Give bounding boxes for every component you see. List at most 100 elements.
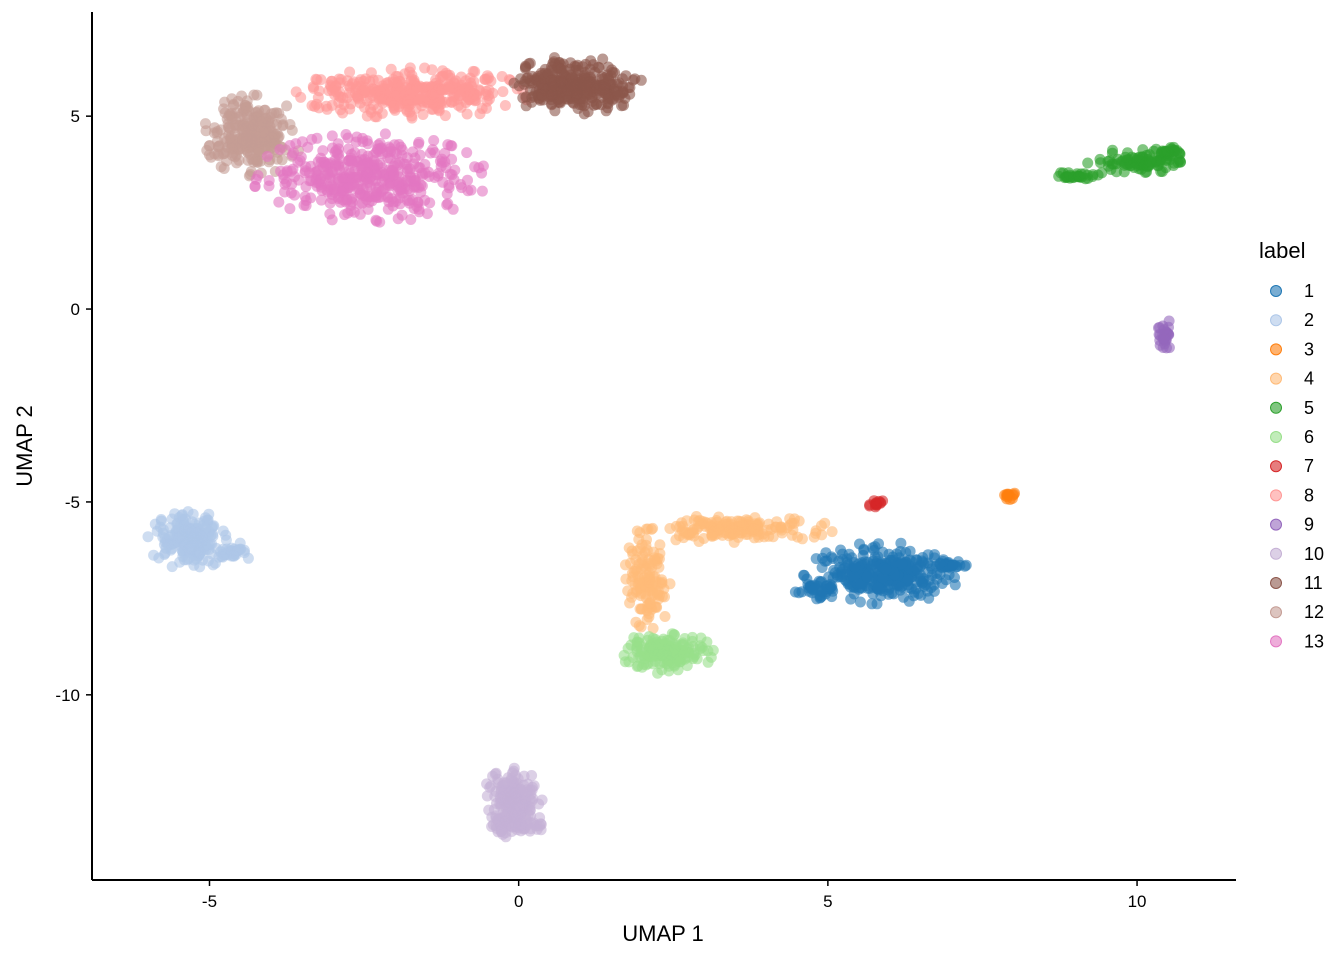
data-point bbox=[405, 214, 417, 225]
data-point bbox=[623, 542, 635, 554]
data-point bbox=[523, 58, 535, 70]
data-point bbox=[631, 646, 643, 658]
data-point bbox=[330, 86, 342, 98]
data-point bbox=[602, 93, 614, 105]
data-point bbox=[1107, 144, 1118, 156]
data-point bbox=[436, 70, 448, 82]
data-point bbox=[433, 83, 445, 95]
data-point bbox=[918, 557, 930, 569]
data-point bbox=[426, 64, 438, 76]
data-point bbox=[278, 173, 290, 185]
data-point bbox=[223, 122, 235, 134]
legend-swatch bbox=[1270, 547, 1282, 560]
data-point bbox=[880, 563, 892, 575]
data-point bbox=[344, 66, 356, 78]
data-point bbox=[593, 62, 605, 74]
data-point bbox=[410, 102, 422, 114]
data-point bbox=[789, 513, 800, 525]
data-point bbox=[148, 549, 160, 561]
series-13-points bbox=[249, 128, 489, 228]
data-point bbox=[326, 214, 338, 226]
data-point bbox=[315, 194, 327, 206]
data-point bbox=[849, 561, 861, 573]
data-point bbox=[248, 89, 260, 101]
data-point bbox=[1120, 151, 1131, 163]
data-point bbox=[322, 168, 334, 180]
data-point bbox=[641, 614, 653, 625]
data-point bbox=[580, 58, 592, 70]
data-point bbox=[546, 99, 558, 111]
data-point bbox=[401, 106, 413, 117]
data-point bbox=[413, 206, 425, 218]
data-point bbox=[632, 660, 644, 672]
data-point bbox=[461, 147, 473, 159]
data-point bbox=[826, 551, 837, 563]
data-point bbox=[217, 148, 229, 160]
data-point bbox=[203, 149, 215, 161]
data-point bbox=[630, 616, 642, 628]
data-point bbox=[405, 94, 417, 106]
data-point bbox=[793, 587, 805, 599]
data-point bbox=[263, 180, 275, 192]
data-point bbox=[241, 102, 253, 113]
data-point bbox=[375, 86, 386, 97]
data-point bbox=[344, 182, 355, 193]
data-point bbox=[207, 530, 219, 542]
legend-swatch bbox=[1270, 372, 1282, 385]
y-axis-ticks: -10 -5 0 5 bbox=[55, 107, 92, 705]
data-point bbox=[187, 540, 199, 552]
data-point bbox=[315, 74, 327, 86]
data-point bbox=[312, 165, 324, 177]
data-point bbox=[234, 143, 246, 155]
data-point bbox=[200, 125, 212, 137]
data-point bbox=[649, 633, 661, 645]
data-point bbox=[386, 165, 398, 176]
data-point bbox=[1158, 332, 1169, 344]
data-point bbox=[835, 544, 847, 556]
data-point bbox=[519, 799, 531, 811]
series-3-points bbox=[999, 487, 1020, 505]
data-point bbox=[339, 209, 351, 221]
data-point bbox=[1087, 169, 1099, 181]
data-point bbox=[532, 78, 544, 90]
legend-swatch bbox=[1270, 314, 1282, 327]
data-point bbox=[346, 155, 358, 167]
data-point bbox=[581, 89, 593, 101]
data-point bbox=[644, 567, 656, 579]
legend-swatch bbox=[1270, 606, 1282, 619]
data-point bbox=[361, 110, 373, 122]
data-point bbox=[218, 163, 230, 174]
x-tick-label: 0 bbox=[514, 892, 523, 911]
data-point bbox=[497, 828, 509, 840]
data-point bbox=[345, 98, 357, 110]
data-point bbox=[347, 172, 359, 183]
data-point bbox=[810, 525, 822, 537]
series-1-points bbox=[789, 537, 972, 610]
legend-title: label bbox=[1259, 238, 1305, 263]
data-point bbox=[887, 551, 899, 563]
data-point bbox=[597, 53, 609, 65]
data-point bbox=[238, 547, 250, 559]
data-point bbox=[914, 573, 926, 585]
data-point bbox=[454, 89, 466, 101]
data-point bbox=[644, 597, 656, 609]
data-point bbox=[630, 586, 642, 598]
data-point bbox=[326, 130, 338, 142]
data-point bbox=[496, 71, 508, 82]
data-point bbox=[469, 161, 481, 173]
data-point bbox=[826, 526, 838, 538]
data-point bbox=[1082, 157, 1094, 169]
data-point bbox=[404, 185, 416, 197]
data-point bbox=[594, 84, 606, 95]
data-point bbox=[220, 529, 232, 541]
data-point bbox=[346, 78, 358, 90]
data-point bbox=[947, 559, 959, 571]
data-point bbox=[241, 136, 253, 148]
data-point bbox=[867, 542, 879, 554]
data-point bbox=[455, 179, 467, 190]
legend-swatch bbox=[1270, 518, 1282, 531]
data-point bbox=[504, 819, 516, 831]
series-7-points bbox=[864, 495, 889, 513]
